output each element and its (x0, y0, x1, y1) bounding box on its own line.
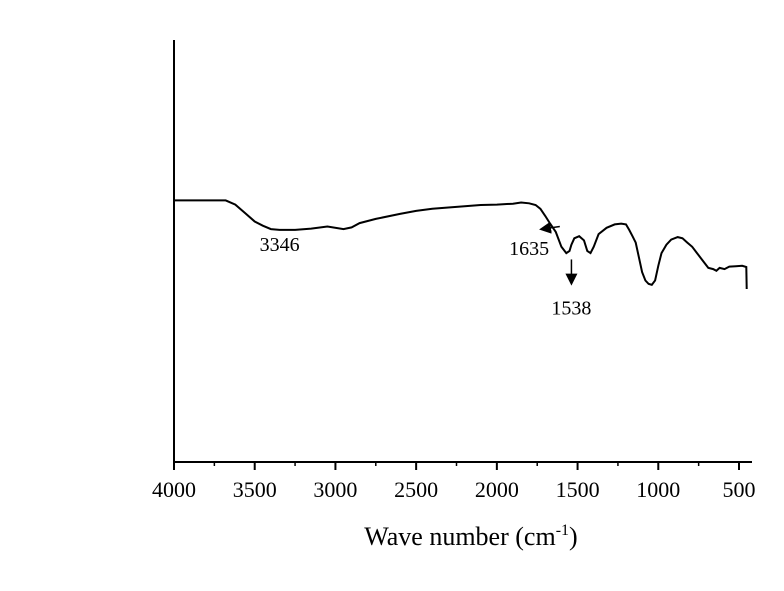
x-axis-title-main: Wave number (cm (364, 522, 555, 551)
x-tick-label-500: 500 (723, 477, 756, 502)
peak-annotations: 3346 1635 1538 (260, 221, 591, 319)
annotation-1635: 1635 (509, 238, 549, 260)
x-axis-title-close: ) (569, 522, 578, 551)
x-tick-marks (173, 462, 740, 470)
annotation-arrow-1635 (539, 221, 560, 234)
annotation-1538: 1538 (551, 297, 591, 319)
x-tick-label-1500: 1500 (556, 477, 600, 502)
x-tick-label-2000: 2000 (475, 477, 519, 502)
x-axis-title: Wave number (cm-1) (364, 522, 577, 551)
x-tick-label-3000: 3000 (313, 477, 357, 502)
x-axis-title-sup: -1 (556, 522, 569, 539)
spectrum-series-line (174, 199, 748, 290)
x-tick-label-2500: 2500 (394, 477, 438, 502)
x-tick-label-3500: 3500 (233, 477, 277, 502)
x-tick-label-1000: 1000 (636, 477, 680, 502)
x-tick-label-4000: 4000 (152, 477, 196, 502)
x-tick-labels: 4000 3500 3000 2500 2000 1500 1000 500 (152, 477, 756, 502)
annotation-3346: 3346 (260, 234, 300, 256)
